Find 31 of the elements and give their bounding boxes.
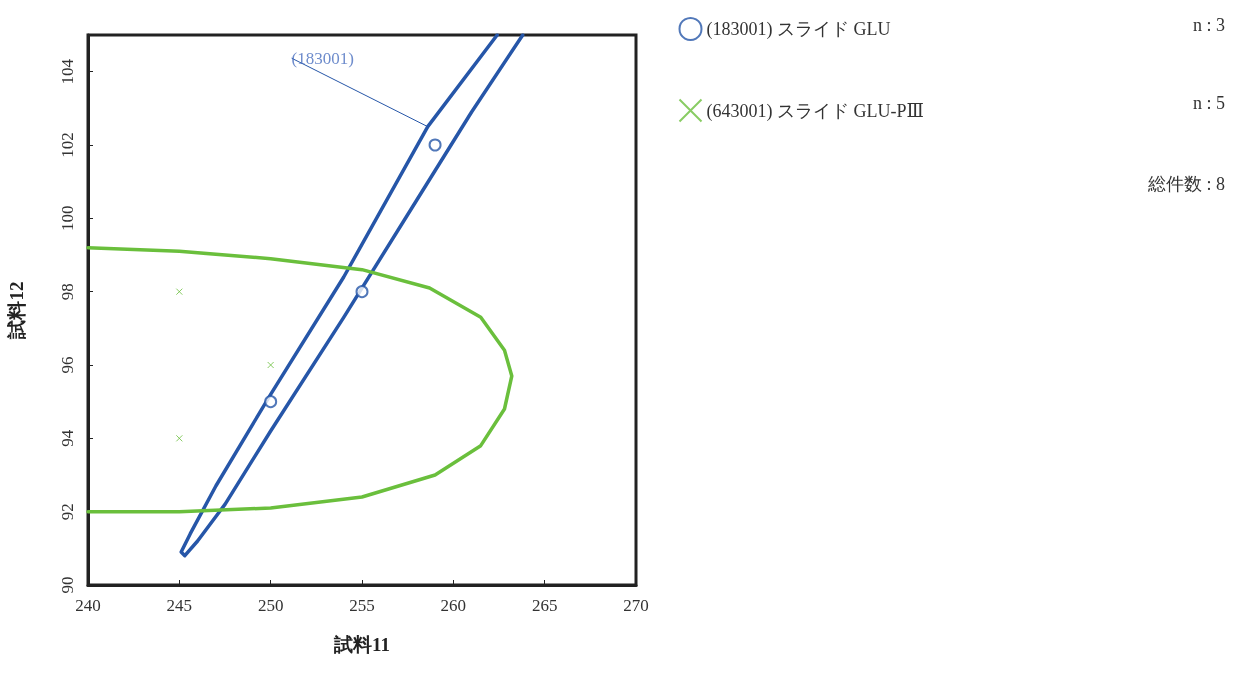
line-series bbox=[179, 33, 525, 558]
x-tick-label: 270 bbox=[623, 596, 649, 615]
text: n : 5 bbox=[1192, 93, 1225, 113]
text: n : 3 bbox=[1192, 15, 1225, 35]
y-tick-label: 92 bbox=[58, 503, 77, 521]
point bbox=[264, 395, 278, 409]
y-tick-label: 104 bbox=[58, 58, 77, 85]
legend-label: (183001) スライド GLU bbox=[706, 19, 891, 40]
text: 総件数 : 8 bbox=[1146, 174, 1225, 194]
legend-label: (643001) スライド GLU-PⅢ bbox=[706, 100, 924, 122]
point bbox=[355, 285, 369, 299]
y-axis-title: 試料12 bbox=[6, 281, 27, 340]
y-tick-label: 98 bbox=[58, 283, 77, 301]
x-tick-label: 250 bbox=[257, 596, 284, 615]
x-tick-label: 245 bbox=[166, 596, 193, 615]
x-axis-title: 試料11 bbox=[333, 634, 390, 655]
y-tick-label: 100 bbox=[58, 205, 77, 232]
x-tick-label: 255 bbox=[349, 596, 375, 615]
x-tick-label: 265 bbox=[531, 596, 558, 615]
x-tick-label: 240 bbox=[75, 596, 101, 615]
annotation: (183001) bbox=[291, 48, 354, 68]
y-tick-label: 96 bbox=[58, 356, 77, 374]
point bbox=[175, 288, 183, 296]
line-series bbox=[86, 245, 514, 514]
y-tick-label: 90 bbox=[58, 576, 77, 594]
point bbox=[175, 434, 183, 442]
y-tick-label: 94 bbox=[58, 429, 77, 447]
x-tick-label: 260 bbox=[440, 596, 467, 615]
y-tick-label: 102 bbox=[58, 132, 77, 158]
point bbox=[267, 361, 275, 369]
point bbox=[428, 138, 442, 152]
